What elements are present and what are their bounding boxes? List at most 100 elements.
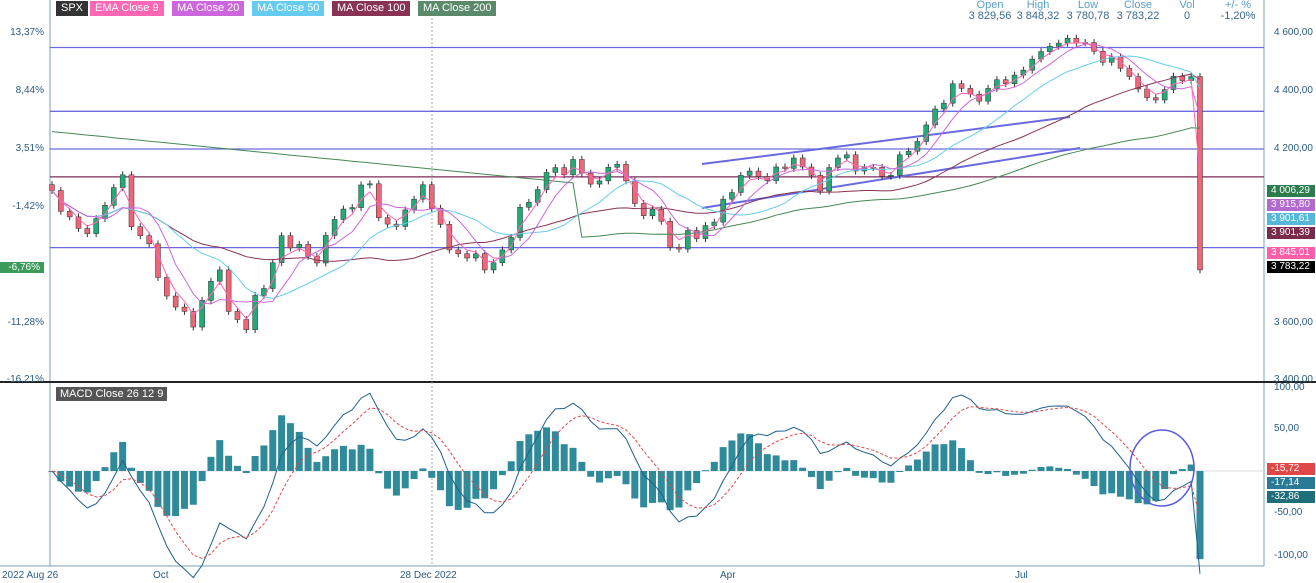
candle-body — [888, 175, 894, 177]
candle-body — [270, 262, 276, 289]
candle-body — [1100, 51, 1106, 63]
candle-body — [199, 300, 205, 328]
candle-body — [243, 319, 250, 330]
candle-body — [517, 207, 523, 238]
macd-histogram-bar — [631, 471, 639, 499]
macd-histogram-bar — [92, 471, 100, 482]
candle-body — [605, 167, 612, 182]
candle-body — [835, 157, 841, 168]
macd-histogram-bar — [278, 415, 286, 471]
macd-axis-label: -100,00 — [1274, 550, 1308, 561]
open-value: 3 829,56 — [968, 10, 1012, 22]
macd-histogram-bar — [1011, 471, 1019, 475]
macd-histogram-bar — [172, 471, 180, 517]
macd-histogram-bar — [931, 444, 939, 471]
candle-body — [693, 230, 700, 239]
macd-histogram-bar — [640, 471, 648, 508]
macd-histogram-bar — [896, 471, 904, 472]
legend-ma200[interactable]: MA Close 200 — [418, 1, 497, 16]
candle-body — [764, 176, 771, 181]
macd-tag-line: -17,14 — [1267, 477, 1315, 489]
x-label: Oct — [153, 570, 169, 581]
candle-body — [746, 170, 753, 176]
macd-histogram-bar — [878, 471, 886, 483]
candle-body — [252, 295, 258, 330]
macd-histogram-bar — [1055, 467, 1063, 471]
open-label: Open — [976, 0, 1004, 11]
quote-open: Open 3 829,56 — [962, 0, 1018, 22]
candle-body — [349, 207, 355, 210]
candle-body — [1073, 37, 1080, 44]
legend-ma100[interactable]: MA Close 100 — [332, 1, 411, 16]
candle-body — [93, 218, 99, 234]
macd-histogram-bar — [242, 471, 250, 474]
macd-histogram-bar — [790, 460, 798, 471]
candle-body — [985, 88, 991, 102]
candle-body — [958, 83, 965, 89]
quote-change: +/- % -1,20% — [1212, 0, 1264, 22]
price-tag-ema9: 3 845,01 — [1267, 247, 1315, 259]
macd-histogram-bar — [1019, 471, 1027, 474]
macd-histogram-bar — [799, 467, 807, 471]
pct-label: 3,51% — [15, 143, 44, 154]
price-tag-ma50: 3 901,61 — [1267, 213, 1315, 225]
candle-body — [570, 159, 576, 176]
macd-histogram-bar — [825, 471, 833, 481]
macd-histogram-bar — [384, 471, 392, 489]
macd-histogram-bar — [366, 448, 374, 471]
ma50-line — [51, 55, 1201, 299]
macd-histogram-bar — [119, 442, 127, 471]
macd-histogram-bar — [1037, 466, 1045, 471]
macd-histogram-bar — [392, 471, 400, 496]
candle-body — [941, 102, 947, 110]
macd-histogram-bar — [1099, 471, 1107, 495]
macd-histogram-bar — [710, 461, 718, 471]
macd-histogram-bar — [1125, 471, 1133, 500]
candle-body — [1170, 75, 1177, 90]
quote-close: Close 3 783,22 — [1110, 0, 1166, 22]
candle-body — [755, 170, 762, 177]
candle-body — [1047, 46, 1053, 52]
candle-body — [1020, 69, 1027, 76]
macd-histogram-bar — [1117, 471, 1125, 497]
legend-ema9[interactable]: EMA Close 9 — [90, 1, 164, 16]
macd-histogram-bar — [1170, 471, 1178, 475]
macd-histogram-bar — [286, 423, 294, 471]
macd-label[interactable]: MACD Close 26 12 9 — [56, 387, 168, 401]
candle-body — [340, 208, 347, 220]
legend-symbol[interactable]: SPX — [56, 1, 89, 16]
macd-histogram-bar — [154, 471, 162, 507]
macd-histogram-bar — [578, 461, 586, 471]
candle-body — [84, 228, 91, 234]
candle-body — [490, 262, 497, 271]
trend-line-upper — [701, 116, 1071, 165]
candle-body — [49, 184, 55, 191]
macd-histogram-bar — [1028, 469, 1036, 471]
macd-histogram-bar — [763, 454, 771, 471]
candle-body — [552, 167, 559, 173]
close-label: Close — [1123, 0, 1153, 11]
price-tag-close: 3 783,22 — [1267, 261, 1315, 273]
price-tag-ma200: 4 006,29 — [1267, 185, 1315, 197]
candle-body — [384, 217, 391, 225]
macd-histogram-bar — [1134, 471, 1142, 504]
legend-ma50[interactable]: MA Close 50 — [252, 1, 325, 16]
candle-body — [473, 253, 479, 259]
macd-histogram-bar — [101, 467, 109, 471]
candle-body — [437, 207, 444, 225]
macd-histogram-bar — [657, 471, 665, 503]
macd-histogram-bar — [1046, 466, 1054, 471]
pct-label: -1,42% — [12, 201, 44, 212]
macd-histogram-bar — [560, 444, 568, 471]
macd-histogram-bar — [958, 448, 966, 471]
candle-body — [1153, 97, 1159, 101]
vol-label: Vol — [1179, 0, 1195, 11]
legend-ma20[interactable]: MA Close 20 — [172, 1, 245, 16]
macd-tag-signal: -15,72 — [1267, 463, 1315, 475]
macd-axis-label: -50,00 — [1274, 507, 1303, 518]
macd-histogram-bar — [251, 456, 259, 471]
macd-histogram-bar — [913, 459, 921, 471]
quote-high: High 3 848,32 — [1010, 0, 1066, 22]
macd-signal-line — [51, 406, 1201, 560]
